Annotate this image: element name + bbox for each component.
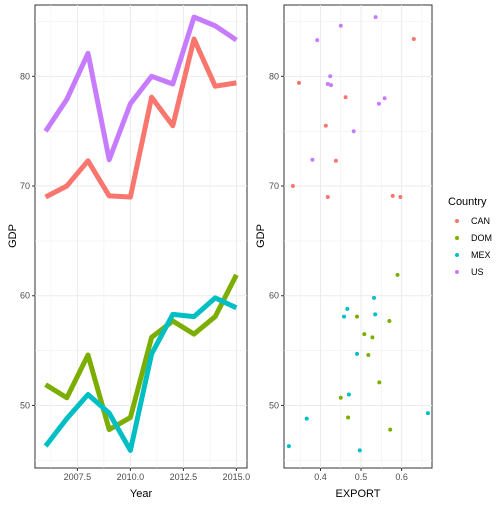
line-chart-x-tick-label: 2007.5 [64, 472, 92, 482]
line-chart-x-tick-label: 2015.0 [223, 472, 251, 482]
line-chart-x-tick-label: 2012.5 [170, 472, 198, 482]
scatter-chart-y-axis-title: GDP [255, 224, 267, 248]
line-chart-x-tick-label: 2010.0 [117, 472, 145, 482]
scatter-chart-point-us [338, 23, 343, 28]
legend-label-can: CAN [471, 216, 490, 226]
scatter-chart-point-dom [377, 380, 382, 385]
legend-swatch-us [455, 270, 459, 274]
scatter-chart-point-us [382, 96, 387, 101]
line-chart-y-tick-label: 50 [20, 400, 30, 410]
scatter-chart-panel-border [283, 4, 433, 469]
scatter-chart-point-us [373, 15, 378, 20]
scatter-chart-point-can [297, 80, 301, 85]
line-chart-series [43, 14, 239, 453]
scatter-chart-gridlines [284, 5, 432, 468]
scatter-chart-point-mex [286, 444, 291, 449]
scatter-chart-point-dom [366, 353, 371, 357]
scatter-chart-point-can [343, 95, 348, 100]
legend-swatch-mex [455, 253, 459, 257]
line-chart-x-axis-title: Year [130, 488, 153, 500]
scatter-chart-point-us [310, 157, 315, 162]
scatter-chart-point-us [328, 74, 333, 79]
line-chart-line-mex [43, 295, 238, 453]
line-chart-y-axis-title: GDP [7, 224, 19, 248]
scatter-chart-panel: 0.4 0.5 0.6 50 60 70 80 EXPORT GDP [255, 4, 433, 500]
scatter-chart-point-us [376, 101, 381, 106]
scatter-chart-point-mex [342, 314, 346, 319]
line-chart-y-tick-label: 70 [20, 181, 30, 191]
line-chart-line-can [44, 36, 237, 200]
scatter-chart-point-can [390, 193, 395, 198]
legend-title: Country [448, 196, 487, 208]
scatter-chart-point-dom [355, 314, 359, 319]
legend-swatch-dom [455, 236, 459, 240]
legend-label-mex: MEX [471, 250, 491, 260]
legend-label-dom: DOM [471, 233, 492, 243]
line-chart-tick-labels: 2007.5 2010.0 2012.5 2015.0 50 60 70 80 [20, 71, 250, 482]
scatter-chart-point-mex [357, 448, 362, 453]
scatter-chart-point-dom [395, 272, 400, 277]
scatter-chart-point-dom [370, 335, 375, 340]
scatter-chart-point-dom [346, 415, 351, 420]
scatter-chart-point-can [398, 195, 403, 199]
scatter-chart-point-can [323, 123, 328, 128]
scatter-chart-tick-labels: 0.4 0.5 0.6 50 60 70 80 [269, 71, 408, 482]
scatter-chart-point-us [329, 83, 333, 88]
scatter-chart-y-tick-label: 80 [269, 71, 279, 81]
scatter-chart-point-us [315, 38, 320, 43]
scatter-chart-point-can [411, 37, 416, 41]
line-chart-y-tick-label: 60 [20, 291, 30, 301]
scatter-chart-point-can [333, 158, 338, 163]
legend-items: CAN DOM MEX US [449, 213, 492, 280]
scatter-chart-point-us [351, 129, 356, 134]
legend: Country CAN DOM MEX US [448, 196, 492, 280]
scatter-chart-point-mex [346, 392, 351, 397]
scatter-chart-point-mex [372, 295, 376, 300]
line-chart-line-dom [44, 273, 239, 433]
scatter-chart-point-mex [425, 411, 430, 416]
scatter-chart-point-mex [345, 306, 350, 311]
scatter-chart-y-tick-label: 70 [269, 181, 279, 191]
scatter-chart-series [286, 15, 430, 453]
line-chart-panel: 2007.5 2010.0 2012.5 2015.0 50 60 70 80 Year GD… [7, 4, 250, 500]
scatter-chart-point-can [290, 184, 295, 188]
scatter-chart-point-can [325, 195, 330, 199]
scatter-chart-x-tick-label: 0.5 [355, 472, 368, 482]
scatter-chart-point-us [325, 82, 330, 86]
scatter-chart-x-axis-title: EXPORT [335, 488, 380, 500]
legend-label-us: US [471, 267, 484, 277]
line-chart-line-us [43, 14, 238, 163]
scatter-chart-point-mex [355, 351, 359, 356]
scatter-chart-x-tick-label: 0.4 [314, 472, 327, 482]
scatter-chart-x-tick-label: 0.6 [395, 472, 408, 482]
line-chart-y-tick-label: 80 [20, 71, 30, 81]
scatter-chart-point-dom [338, 395, 343, 400]
scatter-chart-y-tick-label: 50 [269, 400, 279, 410]
legend-swatch-can [455, 219, 459, 223]
scatter-chart-point-mex [373, 312, 378, 317]
scatter-chart-point-dom [388, 427, 393, 432]
scatter-chart-point-mex [304, 416, 309, 421]
scatter-chart-point-dom [387, 319, 392, 323]
scatter-chart-point-dom [362, 332, 367, 337]
scatter-chart-y-tick-label: 60 [269, 291, 279, 301]
